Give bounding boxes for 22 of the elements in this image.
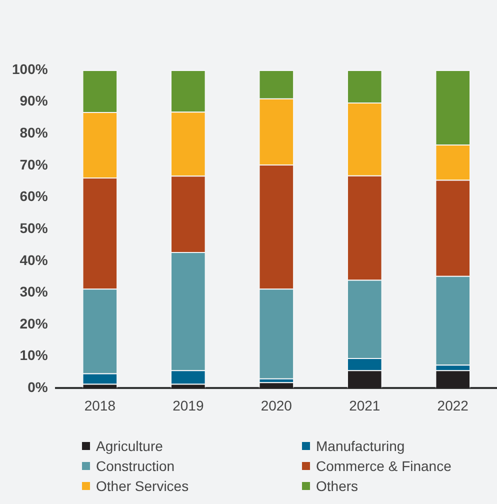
y-tick-label: 80% [20, 124, 48, 140]
legend-label: Manufacturing [316, 438, 405, 454]
x-tick-label: 2022 [437, 397, 469, 414]
y-tick-label: 90% [20, 92, 48, 109]
y-tick-label: 60% [20, 188, 48, 204]
y-tick-label: 100% [12, 60, 48, 77]
y-tick-label: 10% [20, 347, 48, 364]
x-tick-label: 2019 [172, 397, 204, 414]
legend-label: Agriculture [96, 438, 163, 454]
y-tick-label: 20% [20, 315, 48, 332]
legend-label: Construction [96, 458, 175, 474]
y-tick-label: 40% [20, 252, 48, 268]
x-tick-label: 2018 [84, 397, 116, 414]
legend-label: Others [316, 478, 358, 494]
y-tick-label: 0% [28, 379, 48, 396]
x-tick-label: 2020 [260, 397, 292, 414]
legend-label: Other Services [96, 478, 189, 494]
x-tick-label: 2021 [349, 397, 380, 414]
y-tick-label: 70% [20, 156, 48, 172]
y-tick-label: 30% [20, 284, 48, 300]
legend-label: Commerce & Finance [316, 458, 452, 474]
y-tick-label: 50% [20, 220, 48, 236]
